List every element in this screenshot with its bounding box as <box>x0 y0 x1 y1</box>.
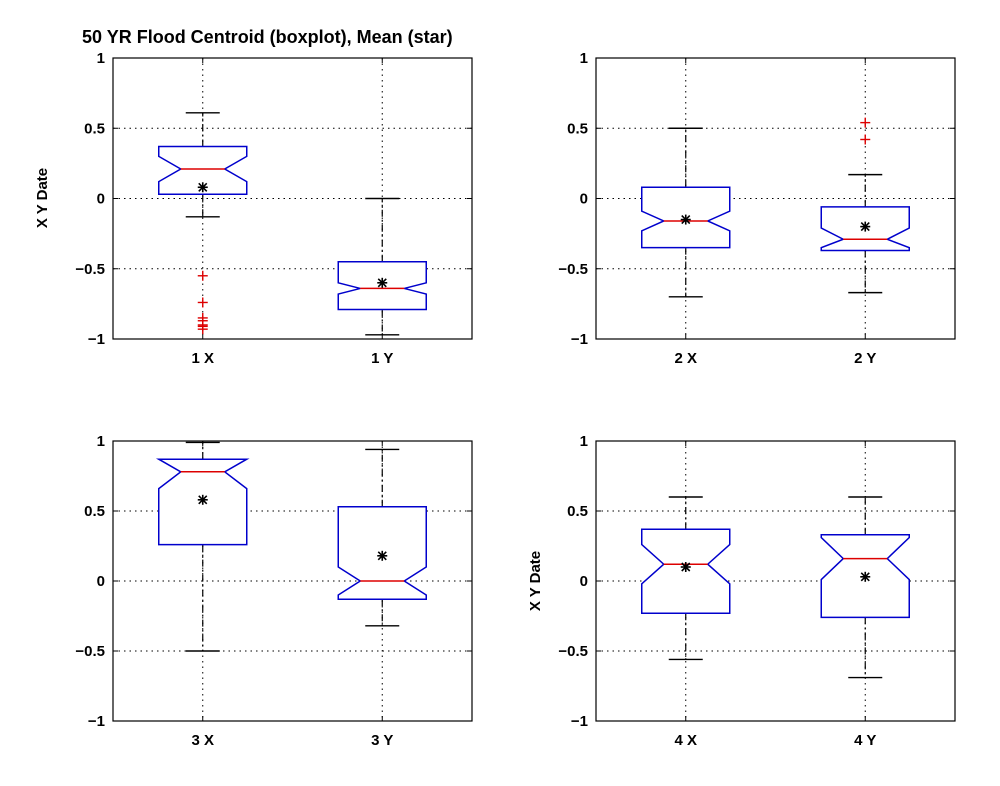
y-axis-label: X Y Date <box>34 168 51 228</box>
box-3-x <box>155 441 250 652</box>
y-tick-label: −1 <box>88 713 105 730</box>
figure-title: 50 YR Flood Centroid (boxplot), Mean (st… <box>82 27 453 47</box>
x-category-label: 1 X <box>191 350 214 367</box>
mean-star <box>377 550 388 561</box>
y-tick-label: 1 <box>97 433 105 450</box>
y-tick-label: 0 <box>580 573 588 590</box>
y-tick-label: 0.5 <box>567 503 588 520</box>
y-tick-label: −1 <box>571 713 588 730</box>
box-2-y <box>820 117 910 294</box>
mean-star <box>860 571 871 582</box>
boxplot-panel-1: 1 0.5 0 −0.5 −1 1 X 1 Y X Y Date <box>34 50 473 367</box>
y-tick-label: 0 <box>580 191 588 208</box>
outlier-point <box>197 270 208 281</box>
y-tick-label: 1 <box>580 433 588 450</box>
x-category-label: 2 X <box>674 350 697 367</box>
x-category-label: 3 X <box>191 732 214 749</box>
y-tick-label: 1 <box>97 50 105 67</box>
mean-star <box>197 494 208 505</box>
axes-frame <box>595 57 956 340</box>
axes-frame <box>112 57 473 340</box>
mean-star <box>860 221 871 232</box>
y-tick-label: −0.5 <box>75 261 105 278</box>
box-4-x <box>641 496 731 661</box>
mean-star <box>377 277 388 288</box>
x-category-label: 1 Y <box>371 350 393 367</box>
y-tick-label: 0 <box>97 191 105 208</box>
outlier-point <box>197 297 208 308</box>
y-tick-label: −0.5 <box>558 643 588 660</box>
y-tick-label: −1 <box>88 331 105 348</box>
y-tick-label: 0.5 <box>84 120 105 137</box>
box-1-y <box>337 197 427 336</box>
boxplot-panel-2: 1 0.5 0 −0.5 −1 2 X 2 Y <box>558 50 956 367</box>
outlier-point <box>860 134 871 145</box>
y-axis-label: X Y Date <box>527 551 544 611</box>
mean-star <box>680 562 691 572</box>
boxplot-panel-4: 1 0.5 0 −0.5 −1 4 X 4 Y X Y Date <box>527 433 956 749</box>
y-tick-label: 1 <box>580 50 588 67</box>
y-tick-label: −0.5 <box>558 261 588 278</box>
x-category-label: 3 Y <box>371 732 393 749</box>
axes-frame <box>112 440 473 722</box>
mean-star <box>197 182 208 193</box>
y-tick-label: 0.5 <box>84 503 105 520</box>
x-category-label: 4 Y <box>854 732 876 749</box>
boxplot-panel-3: 1 0.5 0 −0.5 −1 3 X 3 Y <box>75 433 473 749</box>
x-category-label: 4 X <box>674 732 697 749</box>
y-tick-label: 0.5 <box>567 120 588 137</box>
notched-box <box>158 145 248 196</box>
outlier-point <box>197 324 208 335</box>
box-1-x <box>158 112 248 335</box>
y-tick-label: −1 <box>571 331 588 348</box>
outlier-point <box>860 117 871 128</box>
mean-star <box>680 214 691 225</box>
y-tick-label: −0.5 <box>75 643 105 660</box>
box-4-y <box>820 496 910 679</box>
y-tick-label: 0 <box>97 573 105 590</box>
axes-frame <box>595 440 956 722</box>
box-2-x <box>641 127 731 298</box>
x-category-label: 2 Y <box>854 350 876 367</box>
box-3-y <box>337 448 427 627</box>
